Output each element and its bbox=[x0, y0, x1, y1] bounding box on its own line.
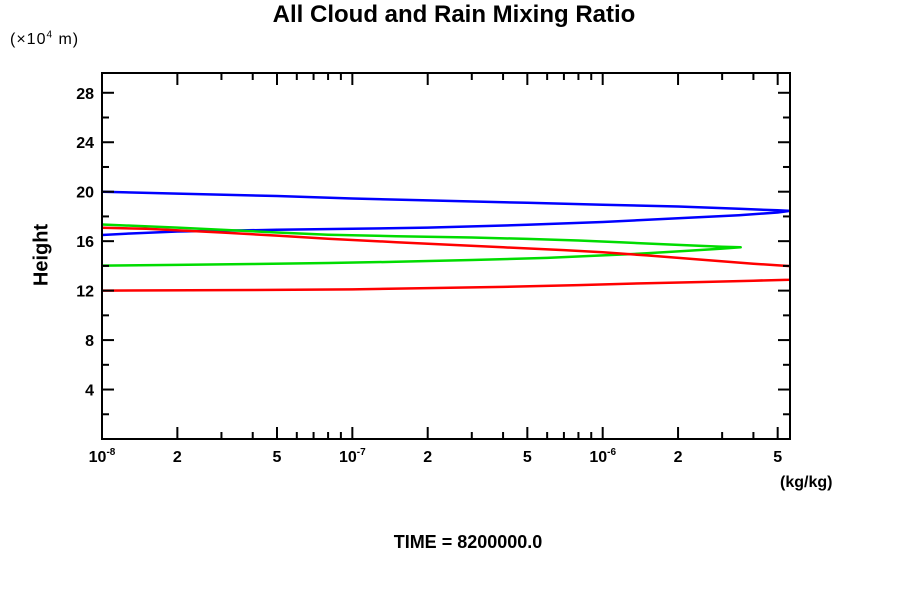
x-tick-label: 2 bbox=[173, 449, 182, 466]
x-tick-label: 2 bbox=[423, 449, 432, 466]
y-tick-label: 20 bbox=[76, 185, 94, 202]
curve-green bbox=[102, 223, 742, 267]
y-tick-labels-group: 4 8 12 16 20 24 28 bbox=[76, 86, 94, 400]
x-tick-label: 10-7 bbox=[339, 447, 366, 466]
y-unit-exponent: 4 bbox=[46, 29, 54, 41]
chart-title: All Cloud and Rain Mixing Ratio bbox=[272, 1, 636, 28]
x-axis-unit-label: (kg/kg) bbox=[780, 474, 833, 491]
y-tick-label: 12 bbox=[76, 284, 94, 301]
time-label: TIME = 8200000.0 bbox=[393, 532, 543, 552]
y-unit-prefix: (×10 bbox=[10, 31, 47, 48]
y-tick-label: 28 bbox=[76, 86, 94, 103]
x-tick-label: 10-6 bbox=[589, 447, 616, 466]
ticks-group bbox=[101, 73, 790, 439]
plot-box bbox=[101, 72, 791, 440]
x-tick-label: 2 bbox=[674, 449, 683, 466]
curve-blue bbox=[102, 190, 790, 237]
x-tick-labels-group: 10-8 2 5 10-7 2 5 10-6 2 5 bbox=[89, 447, 783, 466]
curves-group bbox=[102, 190, 790, 292]
y-axis-unit-label: (×104 m) bbox=[10, 29, 80, 49]
curve-red bbox=[102, 226, 790, 292]
y-tick-label: 24 bbox=[76, 135, 94, 152]
x-tick-label: 5 bbox=[273, 449, 282, 466]
y-tick-label: 8 bbox=[85, 333, 94, 350]
x-tick-label: 5 bbox=[523, 449, 532, 466]
y-tick-label: 4 bbox=[85, 383, 94, 400]
y-tick-label: 16 bbox=[76, 234, 94, 251]
x-tick-label: 5 bbox=[773, 449, 782, 466]
y-unit-suffix: m) bbox=[53, 31, 80, 48]
x-tick-label: 10-8 bbox=[89, 447, 116, 466]
